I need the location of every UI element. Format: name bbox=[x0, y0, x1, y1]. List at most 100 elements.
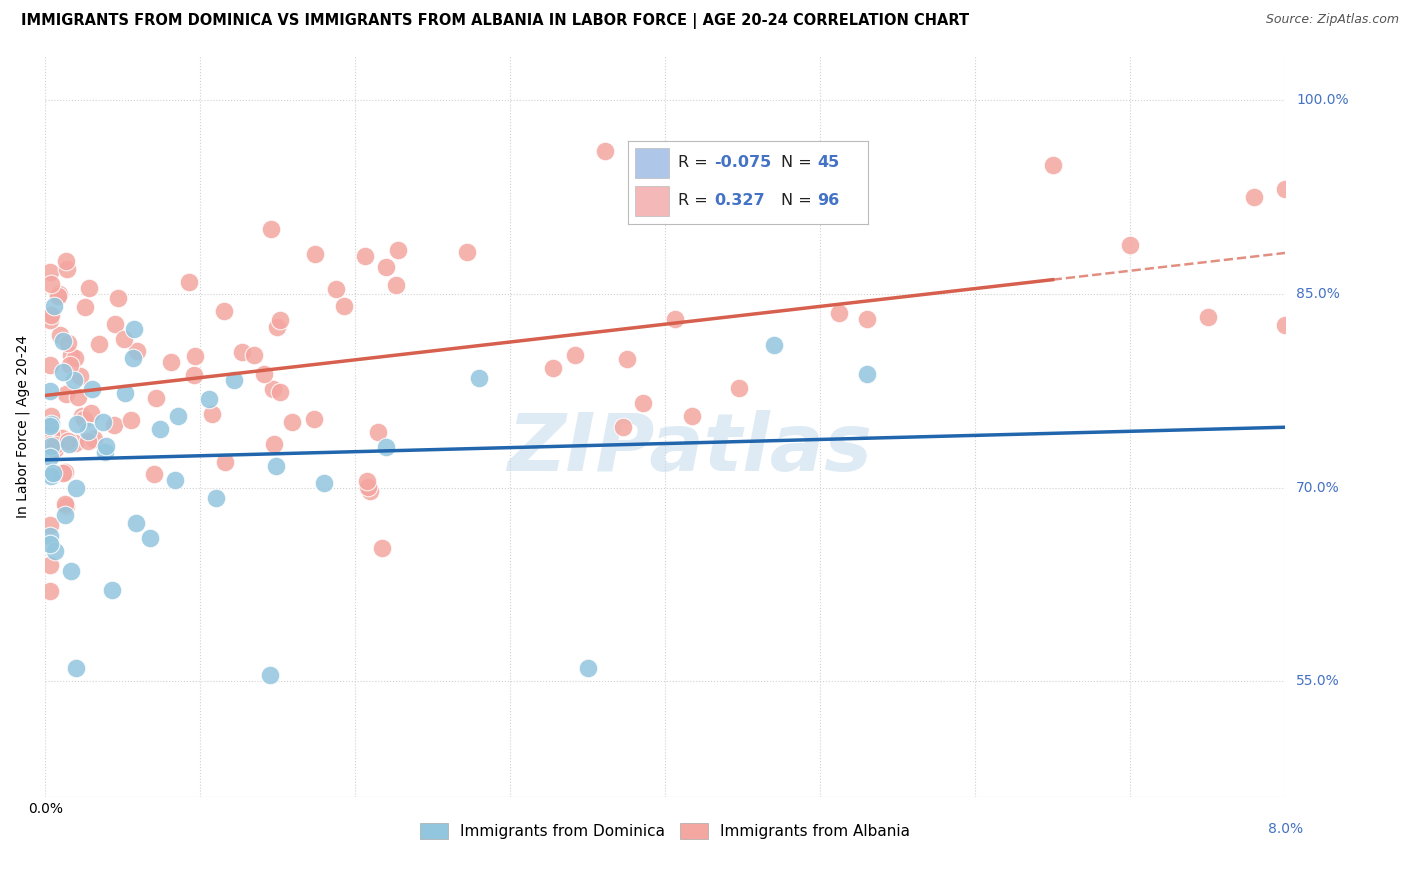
Point bbox=[631, 396, 654, 410]
Point bbox=[39, 518, 62, 533]
Text: N =: N = bbox=[782, 194, 817, 208]
Point bbox=[359, 484, 381, 499]
Point bbox=[266, 320, 288, 334]
Point bbox=[612, 420, 634, 434]
Point bbox=[52, 366, 75, 380]
Point bbox=[253, 368, 276, 382]
Point bbox=[122, 322, 145, 336]
Point bbox=[243, 348, 266, 362]
Point bbox=[260, 222, 283, 236]
Point bbox=[44, 442, 66, 457]
Point bbox=[39, 419, 62, 434]
Point bbox=[201, 407, 224, 421]
Point bbox=[56, 261, 79, 276]
Point bbox=[205, 491, 228, 505]
Point bbox=[65, 481, 87, 495]
Text: -0.075: -0.075 bbox=[714, 155, 772, 169]
Point bbox=[1274, 318, 1296, 332]
Point bbox=[44, 438, 66, 452]
Point bbox=[664, 312, 686, 326]
Point bbox=[120, 412, 142, 426]
Point bbox=[59, 565, 82, 579]
Text: Source: ZipAtlas.com: Source: ZipAtlas.com bbox=[1265, 13, 1399, 27]
Point bbox=[58, 436, 80, 450]
Point bbox=[107, 291, 129, 305]
Point bbox=[762, 337, 785, 351]
Point bbox=[41, 426, 63, 441]
Point bbox=[166, 409, 188, 424]
Point bbox=[94, 445, 117, 459]
Point bbox=[39, 358, 62, 372]
Point bbox=[56, 335, 79, 350]
Text: 55.0%: 55.0% bbox=[1296, 674, 1340, 689]
Point bbox=[828, 306, 851, 320]
FancyBboxPatch shape bbox=[636, 186, 669, 216]
Point bbox=[65, 417, 87, 431]
Point bbox=[269, 313, 291, 327]
Point bbox=[468, 371, 491, 385]
Point bbox=[39, 537, 62, 551]
Point bbox=[385, 277, 408, 292]
Point bbox=[39, 558, 62, 572]
Point bbox=[302, 412, 325, 426]
Point bbox=[145, 391, 167, 405]
Point bbox=[55, 386, 77, 401]
Point bbox=[52, 466, 75, 480]
Point bbox=[44, 544, 66, 558]
Point bbox=[39, 439, 62, 453]
Point bbox=[564, 348, 586, 362]
Point bbox=[304, 247, 326, 261]
Point bbox=[39, 417, 62, 432]
Point bbox=[1274, 182, 1296, 196]
Point bbox=[96, 439, 118, 453]
Point bbox=[65, 661, 87, 675]
Point bbox=[184, 349, 207, 363]
Point bbox=[125, 343, 148, 358]
Point bbox=[42, 300, 65, 314]
Point bbox=[616, 352, 638, 367]
Point bbox=[224, 373, 246, 387]
Point bbox=[259, 668, 281, 682]
Point bbox=[112, 332, 135, 346]
Point bbox=[48, 287, 70, 301]
Text: IMMIGRANTS FROM DOMINICA VS IMMIGRANTS FROM ALBANIA IN LABOR FORCE | AGE 20-24 C: IMMIGRANTS FROM DOMINICA VS IMMIGRANTS F… bbox=[21, 13, 969, 29]
Text: 45: 45 bbox=[817, 155, 839, 169]
Point bbox=[46, 289, 69, 303]
Point bbox=[375, 260, 398, 274]
Text: 8.0%: 8.0% bbox=[1268, 822, 1302, 837]
Point bbox=[65, 436, 87, 450]
Point bbox=[63, 373, 86, 387]
Point bbox=[681, 409, 703, 424]
Point bbox=[49, 327, 72, 342]
Text: 0.327: 0.327 bbox=[714, 194, 765, 208]
Point bbox=[80, 406, 103, 420]
Point bbox=[66, 390, 89, 404]
Point bbox=[1119, 238, 1142, 252]
Point bbox=[375, 440, 398, 454]
Point bbox=[39, 437, 62, 451]
Point bbox=[114, 386, 136, 401]
Point bbox=[89, 337, 111, 351]
FancyBboxPatch shape bbox=[636, 148, 669, 178]
Text: 100.0%: 100.0% bbox=[1296, 94, 1348, 107]
Point bbox=[39, 265, 62, 279]
Point bbox=[52, 334, 75, 349]
Point bbox=[103, 418, 125, 433]
Point bbox=[142, 467, 165, 482]
Point bbox=[387, 243, 409, 257]
Point bbox=[1243, 190, 1265, 204]
Point bbox=[541, 360, 564, 375]
Point bbox=[39, 583, 62, 598]
Point bbox=[325, 282, 347, 296]
Text: 70.0%: 70.0% bbox=[1296, 481, 1340, 494]
Point bbox=[183, 368, 205, 382]
Point bbox=[214, 455, 236, 469]
Point bbox=[51, 431, 73, 445]
Point bbox=[165, 473, 187, 487]
Point bbox=[104, 317, 127, 331]
Point bbox=[367, 425, 389, 439]
Point bbox=[1197, 310, 1219, 324]
Point bbox=[39, 469, 62, 483]
Point bbox=[281, 415, 304, 429]
Point bbox=[69, 368, 91, 383]
